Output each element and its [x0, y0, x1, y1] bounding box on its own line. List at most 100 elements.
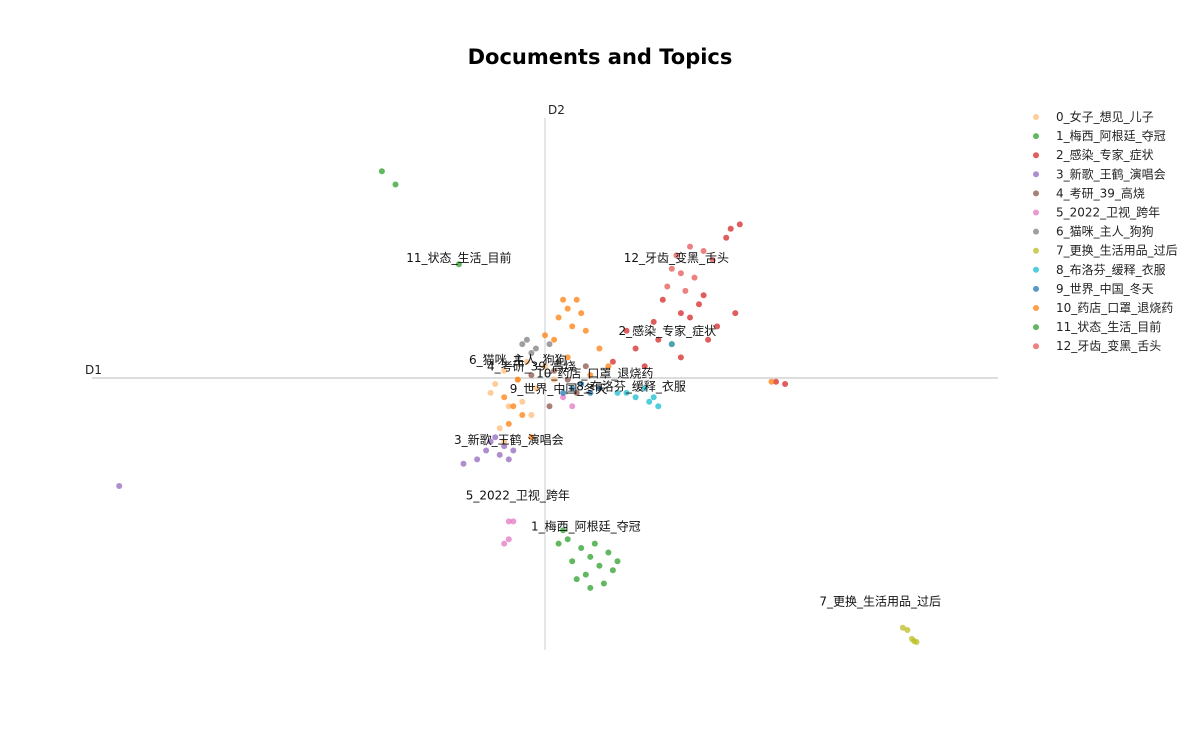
series-3	[116, 434, 517, 489]
legend-item[interactable]: 10_药店_口罩_退烧药	[1033, 301, 1173, 315]
legend-label: 5_2022_卫视_跨年	[1056, 205, 1160, 220]
data-point	[723, 234, 730, 241]
data-point	[487, 438, 494, 445]
legend-marker	[1033, 209, 1039, 216]
data-point	[505, 536, 512, 543]
chart-title: Documents and Topics	[468, 45, 733, 69]
topic-label: 4_考研_39_高烧	[487, 359, 576, 374]
data-point	[542, 363, 548, 370]
series-5	[501, 394, 576, 547]
data-point	[664, 283, 671, 290]
data-point	[600, 580, 607, 587]
data-point	[582, 571, 589, 578]
data-point	[899, 624, 906, 631]
data-point	[587, 372, 594, 379]
topic-label: 1_梅西_阿根廷_夺冠	[531, 518, 641, 533]
data-point	[641, 385, 648, 392]
data-point	[532, 385, 539, 392]
series-7	[899, 624, 920, 645]
data-point	[573, 576, 580, 583]
legend-item[interactable]: 7_更换_生活用品_过后	[1033, 244, 1178, 258]
data-point	[614, 389, 621, 396]
data-point	[560, 527, 567, 534]
data-point	[501, 540, 508, 547]
legend-item[interactable]: 9_世界_中国_冬天	[1033, 281, 1154, 296]
data-point	[904, 627, 911, 633]
data-point	[605, 549, 612, 556]
data-point	[587, 389, 594, 396]
data-point	[569, 403, 576, 410]
data-point	[582, 363, 589, 370]
data-point	[605, 363, 612, 370]
data-point	[510, 447, 517, 454]
legend-item[interactable]: 11_状态_生活_目前	[1033, 319, 1161, 334]
points-group	[116, 168, 920, 645]
data-point	[587, 553, 594, 560]
legend-marker	[1033, 171, 1039, 178]
data-point	[523, 336, 530, 343]
data-point	[596, 345, 603, 352]
legend-item[interactable]: 3_新歌_王鹤_演唱会	[1033, 166, 1166, 181]
data-point	[614, 558, 621, 565]
legend-label: 6_猫咪_主人_狗狗	[1056, 225, 1154, 239]
data-point	[510, 518, 517, 525]
series-9	[560, 381, 603, 396]
legend-item[interactable]: 6_猫咪_主人_狗狗	[1033, 225, 1154, 239]
data-point	[696, 301, 702, 308]
data-point	[687, 314, 693, 321]
data-point	[564, 376, 571, 383]
data-point	[546, 341, 553, 348]
data-point	[700, 292, 707, 299]
data-point	[487, 389, 494, 396]
y-axis-label: D2	[548, 103, 565, 117]
legend-item[interactable]: 8_布洛芬_缓释_衣服	[1033, 262, 1166, 277]
legend-item[interactable]: 2_感染_专家_症状	[1033, 147, 1154, 162]
legend-marker	[1033, 343, 1039, 350]
data-point	[646, 398, 653, 405]
topic-label: 12_牙齿_变黑_舌头	[624, 250, 729, 265]
data-point	[691, 274, 698, 281]
data-point	[378, 168, 385, 175]
legend-label: 1_梅西_阿根廷_夺冠	[1056, 128, 1166, 143]
data-point	[673, 252, 680, 259]
legend-marker	[1033, 133, 1039, 140]
data-point	[551, 336, 558, 343]
data-point	[519, 398, 526, 405]
data-point	[714, 323, 721, 330]
series-10	[501, 296, 775, 441]
data-point	[687, 243, 693, 250]
legend-item[interactable]: 12_牙齿_变黑_舌头	[1033, 338, 1161, 353]
topic-label: 7_更换_生活用品_过后	[819, 595, 941, 609]
data-point	[913, 639, 920, 645]
series-4	[528, 363, 589, 410]
topic-labels-group: 11_状态_生活_目前 12_牙齿_变黑_舌头 2_感染_专家_症状 6_猫咪_主人_…	[406, 250, 941, 609]
data-point	[492, 381, 499, 387]
data-point	[732, 310, 739, 317]
data-point	[546, 403, 553, 410]
data-point	[528, 434, 535, 441]
legend-item[interactable]: 0_女子_想见_儿子	[1033, 109, 1154, 124]
data-point	[116, 483, 123, 489]
data-point	[573, 296, 580, 303]
data-point	[596, 385, 603, 392]
legend-item[interactable]: 4_考研_39_高烧	[1033, 185, 1145, 200]
legend-label: 8_布洛芬_缓释_衣服	[1056, 262, 1166, 277]
data-point	[655, 403, 662, 410]
legend-label: 7_更换_生活用品_过后	[1056, 244, 1178, 258]
data-point	[782, 381, 789, 387]
data-point	[659, 296, 666, 303]
data-point	[668, 265, 675, 272]
data-point	[523, 358, 530, 365]
legend-marker	[1033, 114, 1039, 120]
data-point	[542, 332, 548, 339]
data-point	[623, 327, 630, 334]
data-point	[736, 221, 743, 228]
data-point	[505, 456, 512, 463]
series-2	[609, 221, 789, 387]
topic-label: 5_2022_卫视_跨年	[466, 487, 570, 502]
legend-item[interactable]: 1_梅西_阿根廷_夺冠	[1033, 128, 1166, 143]
data-point	[709, 256, 716, 263]
legend-item[interactable]: 5_2022_卫视_跨年	[1033, 205, 1160, 220]
data-point	[501, 438, 508, 445]
